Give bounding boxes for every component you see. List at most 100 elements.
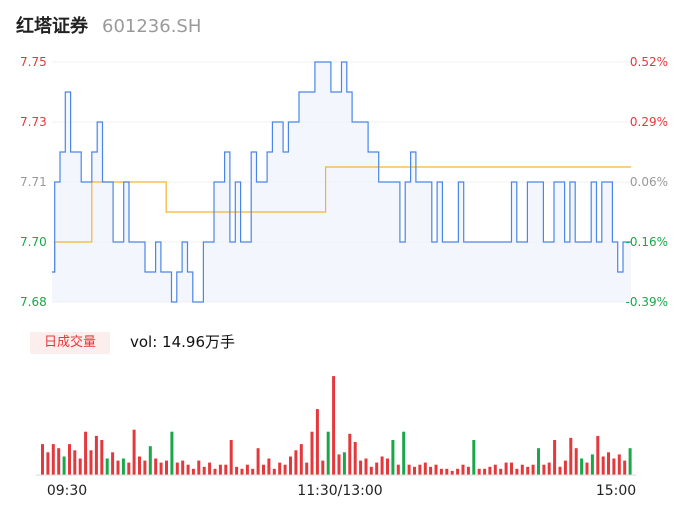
volume-bar	[229, 440, 233, 475]
price-tick-label: 7.70	[20, 235, 47, 249]
price-tick-label: 7.68	[20, 295, 47, 309]
volume-bar	[245, 464, 249, 475]
volume-bar	[407, 464, 411, 475]
volume-tag: 日成交量	[30, 332, 110, 354]
volume-bar	[520, 464, 524, 475]
volume-bar	[46, 452, 50, 475]
volume-bar	[278, 462, 282, 475]
volume-bar	[353, 442, 357, 475]
volume-bar	[461, 464, 465, 475]
percent-tick-label: 0.29%	[630, 115, 668, 129]
volume-bar	[62, 456, 66, 475]
volume-bar	[41, 444, 44, 475]
volume-bar	[477, 468, 481, 475]
volume-bar	[396, 464, 400, 475]
volume-bar	[348, 433, 352, 475]
volume-bar	[623, 460, 627, 475]
volume-bar	[326, 431, 330, 475]
volume-bar	[402, 431, 406, 475]
volume-bar	[515, 468, 519, 475]
volume-bar	[418, 464, 422, 475]
volume-bar	[499, 468, 503, 475]
volume-bar	[547, 462, 551, 475]
volume-bar	[299, 444, 303, 475]
volume-bar	[272, 468, 276, 475]
volume-bar	[504, 462, 508, 475]
volume-bar	[493, 464, 497, 475]
percent-tick-label: -0.16%	[626, 235, 668, 249]
volume-bar	[191, 468, 195, 475]
volume-bar	[413, 466, 416, 475]
volume-bar	[78, 458, 82, 475]
volume-bar	[73, 450, 77, 475]
time-tick-midday: 11:30/13:00	[297, 483, 382, 499]
volume-bar	[563, 460, 567, 475]
volume-bar	[483, 468, 487, 475]
volume-bar	[315, 409, 319, 475]
volume-bar	[132, 429, 136, 475]
volume-bar	[208, 462, 212, 475]
volume-bar	[558, 466, 562, 475]
volume-bar	[456, 468, 460, 475]
volume-bar	[488, 466, 492, 475]
percent-axis-labels: 0.52% 0.29% 0.06% -0.16% -0.39%	[626, 55, 668, 309]
volume-bar	[596, 435, 600, 475]
volume-bar	[170, 431, 174, 475]
volume-bar	[386, 458, 389, 475]
volume-bar	[590, 454, 594, 475]
price-tick-label: 7.71	[20, 175, 47, 189]
volume-bar	[445, 468, 449, 475]
volume-bar	[202, 466, 206, 475]
volume-bar	[240, 468, 244, 475]
volume-bar	[531, 464, 535, 475]
time-axis-labels: 09:30 11:30/13:00 15:00	[47, 483, 636, 499]
volume-bar	[89, 450, 93, 475]
volume-bar	[526, 466, 530, 475]
price-line	[52, 61, 631, 303]
volume-bar	[186, 464, 190, 475]
volume-bar	[369, 466, 373, 475]
volume-bar	[574, 448, 578, 475]
volume-bar	[105, 458, 109, 475]
volume-bar	[380, 456, 384, 475]
volume-bar	[94, 435, 98, 475]
volume-bar	[116, 460, 120, 475]
volume-bar	[251, 468, 255, 475]
volume-bar	[283, 464, 287, 475]
volume-bar	[197, 460, 201, 475]
percent-tick-label: 0.06%	[630, 175, 668, 189]
volume-bar	[224, 464, 228, 475]
volume-bar	[111, 452, 115, 475]
volume-bar	[84, 431, 88, 475]
price-tick-label: 7.73	[20, 115, 47, 129]
volume-bar	[466, 466, 470, 475]
volume-bar	[364, 458, 368, 475]
price-axis-labels: 7.75 7.73 7.71 7.70 7.68	[20, 55, 47, 309]
volume-bar	[256, 448, 260, 475]
volume-bar	[628, 448, 632, 475]
volume-bars	[41, 376, 632, 475]
volume-bar	[553, 440, 557, 475]
percent-tick-label: -0.39%	[626, 295, 668, 309]
volume-bar	[100, 440, 104, 475]
volume-bar	[580, 458, 584, 475]
volume-bar	[148, 446, 152, 475]
volume-bar	[359, 460, 363, 475]
stock-name: 红塔证券	[16, 16, 88, 37]
volume-readout: vol: 14.96万手	[130, 333, 235, 351]
volume-bar	[181, 460, 185, 475]
volume-bar	[127, 462, 131, 475]
stock-header: 红塔证券 601236.SH	[16, 12, 201, 40]
volume-bar	[321, 460, 325, 475]
volume-bar	[391, 440, 395, 475]
volume-bar	[617, 454, 621, 475]
volume-bar	[537, 448, 540, 475]
stock-code: 601236.SH	[102, 16, 202, 37]
average-price-line	[52, 166, 631, 273]
volume-bar	[472, 440, 476, 475]
volume-bar	[305, 462, 309, 475]
time-tick-open: 09:30	[47, 483, 87, 499]
volume-bar	[68, 444, 71, 475]
volume-bar	[289, 456, 292, 475]
